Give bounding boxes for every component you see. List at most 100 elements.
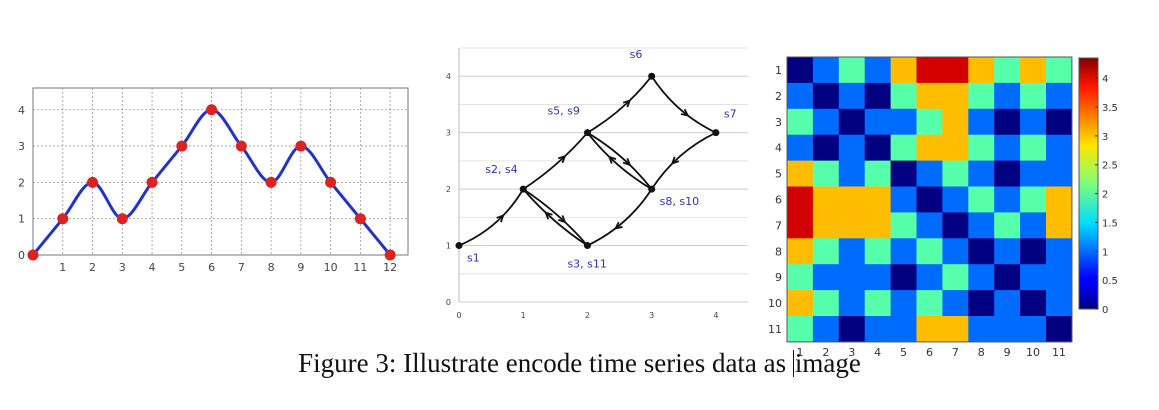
heatmap-cell — [994, 82, 1021, 110]
heatmap-cell — [890, 316, 917, 343]
heatmap-cell — [864, 108, 891, 136]
heatmap-cell — [787, 238, 814, 265]
heatmap-cell — [1020, 290, 1047, 317]
heatmap-cell — [864, 186, 891, 213]
graph-node — [648, 72, 656, 80]
heatmap-cell — [942, 212, 969, 239]
heatmap-cell — [890, 264, 917, 291]
col-label: 1 — [796, 346, 803, 359]
col-label: 9 — [1004, 346, 1011, 359]
heatmap-cell — [890, 212, 917, 239]
y-tick-label: 1 — [446, 242, 451, 251]
heatmap-cell — [890, 238, 917, 265]
y-tick-label: 2 — [18, 176, 25, 189]
heatmap-cell — [1020, 108, 1047, 136]
heatmap-cell — [968, 238, 995, 265]
heatmap-cell — [838, 316, 866, 343]
row-label: 3 — [775, 116, 782, 129]
graph-edge — [522, 188, 588, 247]
heatmap-cell — [916, 316, 943, 343]
data-point — [87, 176, 99, 188]
heatmap-cell — [812, 238, 840, 265]
heatmap-cell — [787, 57, 814, 84]
x-tick-label: 1 — [521, 311, 526, 320]
col-label: 6 — [926, 346, 933, 359]
y-tick-label: 1 — [18, 213, 25, 226]
heatmap-cell — [1046, 290, 1073, 317]
colorbar-tick-label: 3 — [1102, 132, 1108, 143]
caption-text: Figure 3: Illustrate encode time series … — [298, 348, 793, 378]
data-point — [354, 213, 366, 225]
col-label: 7 — [952, 346, 959, 359]
heatmap-cell — [864, 212, 891, 239]
heatmap-cell — [1046, 264, 1073, 291]
heatmap-cell — [890, 160, 917, 187]
heatmap-cell — [812, 134, 840, 161]
heatmap-cell — [994, 212, 1021, 239]
col-label: 11 — [1052, 346, 1066, 359]
x-tick-label: 12 — [383, 261, 397, 274]
heatmap-cell — [812, 212, 840, 239]
heatmap-cell — [994, 264, 1021, 291]
heatmap-cell — [916, 290, 943, 317]
colorbar-tick-label: 2 — [1102, 190, 1108, 201]
y-tick-label: 4 — [446, 72, 451, 81]
heatmap-cell — [864, 134, 891, 161]
row-label: 10 — [768, 297, 782, 310]
data-point — [176, 140, 188, 152]
data-point — [265, 176, 277, 188]
graph-edge — [650, 131, 717, 190]
row-label: 2 — [775, 90, 782, 103]
heatmap-cell — [838, 238, 866, 265]
row-label: 9 — [775, 271, 782, 284]
heatmap-cell — [1020, 316, 1047, 343]
heatmap-cell — [890, 57, 917, 84]
heatmap-cell — [812, 108, 840, 136]
col-label: 4 — [874, 346, 881, 359]
heatmap-cell — [838, 134, 866, 161]
heatmap-cell — [787, 290, 814, 317]
heatmap-cell — [838, 264, 866, 291]
x-tick-label: 5 — [178, 261, 185, 274]
edge-arrowhead — [544, 211, 553, 220]
heatmap-cell — [942, 108, 969, 136]
x-tick-label: 2 — [585, 311, 590, 320]
heatmap-cell — [942, 160, 969, 187]
heatmap-cell — [1020, 212, 1047, 239]
heatmap-cell — [1046, 186, 1073, 213]
heatmap-cell — [812, 316, 840, 343]
graph-panel: 0 1 2 3 4 0 1 2 3 4 s1 s2, s4 s3, s11 s5, s9 s6 s7 s8, s… — [446, 47, 748, 320]
heatmap-cell — [994, 57, 1021, 84]
data-point — [116, 213, 128, 225]
colorbar-tick-label: 2.5 — [1102, 161, 1118, 172]
graph-node — [455, 242, 463, 250]
heatmap-cell — [994, 160, 1021, 187]
heatmap-cell — [812, 264, 840, 291]
heatmap-cell — [994, 186, 1021, 213]
heatmap-cell — [1046, 108, 1073, 136]
figure-caption: Figure 3: Illustrate encode time series … — [0, 348, 1159, 379]
heatmap-cell — [1020, 264, 1047, 291]
col-label: 3 — [848, 346, 855, 359]
heatmap-cell — [916, 82, 943, 110]
heatmap-cell — [1020, 57, 1047, 84]
col-label: 8 — [978, 346, 985, 359]
graph-node — [712, 129, 720, 137]
heatmap-cell — [1046, 160, 1073, 187]
col-label: 10 — [1026, 346, 1040, 359]
heatmap-cell — [890, 186, 917, 213]
heatmap-cell — [968, 264, 995, 291]
heatmap-cell — [838, 160, 866, 187]
heatmap-cell — [916, 238, 943, 265]
text-cursor — [792, 350, 794, 377]
heatmap-cell — [890, 82, 917, 110]
x-tick-label: 10 — [324, 261, 338, 274]
heatmap-cell — [864, 238, 891, 265]
heatmap-frame — [786, 56, 1073, 343]
heatmap-cell — [1020, 160, 1047, 187]
row-label: 5 — [775, 168, 782, 181]
heatmap-cell — [1046, 57, 1073, 84]
heatmap-cell — [916, 108, 943, 136]
